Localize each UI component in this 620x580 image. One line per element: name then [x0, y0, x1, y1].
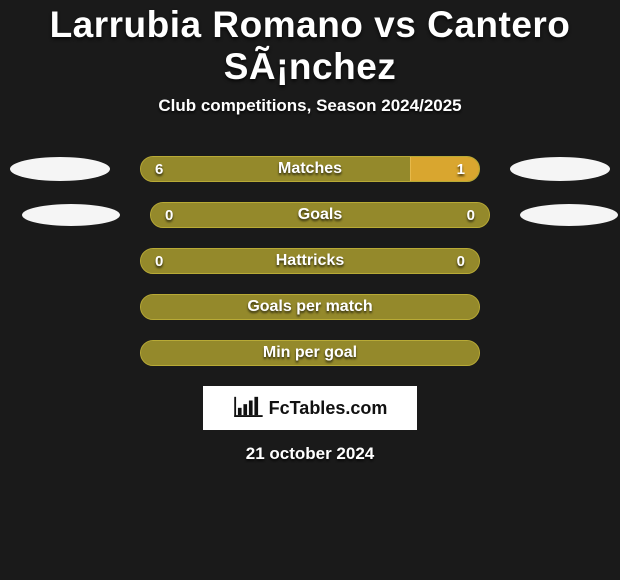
stats-rows: Matches61Goals00Hattricks00Goals per mat… [0, 156, 620, 366]
stat-label: Goals per match [141, 295, 479, 319]
stat-label: Min per goal [141, 341, 479, 365]
comparison-card: Larrubia Romano vs Cantero SÃ¡nchez Club… [0, 0, 620, 580]
stat-row-mpg: Min per goal [0, 340, 620, 366]
logo-text: FcTables.com [269, 398, 388, 419]
player-left-ellipse [10, 157, 110, 181]
stat-row-matches: Matches6 1 [0, 156, 620, 182]
stat-label: Goals [151, 203, 489, 227]
stat-label: Matches [141, 157, 479, 181]
stat-label: Hattricks [141, 249, 479, 273]
stat-bar-matches: Matches6 1 [140, 156, 480, 182]
stat-row-goals: Goals0 0 [0, 202, 620, 228]
stat-value-left: 0 [165, 203, 173, 227]
player-left-ellipse [22, 204, 120, 226]
page-subtitle: Club competitions, Season 2024/2025 [0, 96, 620, 116]
stat-bar-goals: Goals0 0 [150, 202, 490, 228]
stat-value-right: 1 [457, 157, 465, 181]
stat-value-left: 0 [155, 249, 163, 273]
bar-chart-icon [233, 395, 263, 422]
page-title: Larrubia Romano vs Cantero SÃ¡nchez [10, 4, 610, 88]
stat-value-right: 0 [457, 249, 465, 273]
stat-value-right: 0 [467, 203, 475, 227]
date-label: 21 october 2024 [0, 444, 620, 464]
stat-bar-mpg: Min per goal [140, 340, 480, 366]
stat-row-hattricks: Hattricks0 0 [0, 248, 620, 274]
player-right-ellipse [520, 204, 618, 226]
site-logo: FcTables.com [203, 386, 417, 430]
stat-bar-hattricks: Hattricks0 0 [140, 248, 480, 274]
stat-value-left: 6 [155, 157, 163, 181]
player-right-ellipse [510, 157, 610, 181]
stat-row-gpm: Goals per match [0, 294, 620, 320]
stat-bar-gpm: Goals per match [140, 294, 480, 320]
